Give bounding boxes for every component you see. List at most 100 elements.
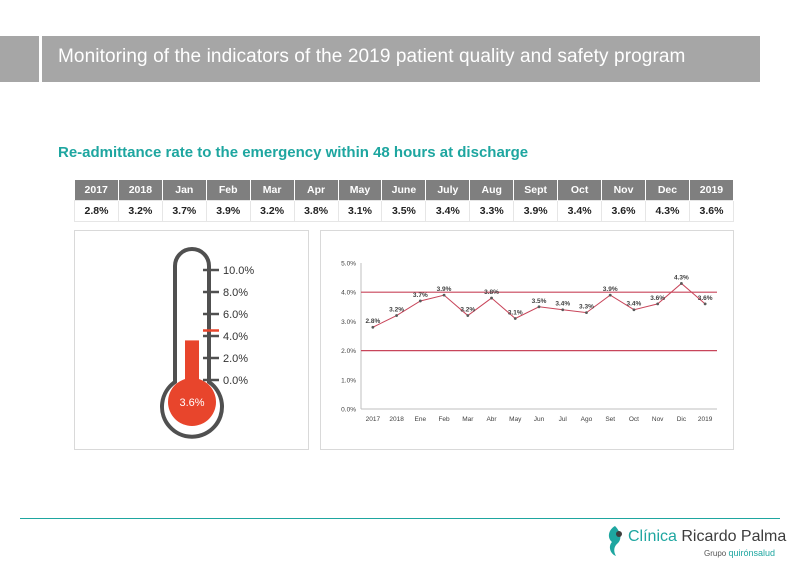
thermometer-tick-label: 6.0% [223,309,248,321]
table-cell: 3.3% [469,199,515,222]
thermometer-tick-label: 0.0% [223,375,248,387]
data-label: 3.7% [413,292,428,299]
data-point [490,296,493,300]
clinic-logo: Clínica Ricardo Palma Grupo quirónsalud [604,520,786,564]
data-point [418,299,422,303]
section-subtitle: Re-admittance rate to the emergency with… [58,144,529,161]
table-header-cell: Feb [206,180,251,200]
data-point [632,308,636,312]
y-tick-label: 1.0% [341,377,356,384]
thermometer-tick-label: 2.0% [223,353,248,365]
x-tick-label: Abr [486,416,497,423]
table-header-cell: Apr [294,180,339,200]
x-tick-label: Ene [415,416,427,423]
table-row: 2.8% 3.2% 3.7% 3.9% 3.2% 3.8% 3.1% 3.5% 3.4% 3.3%… [74,199,735,222]
y-tick-label: 4.0% [341,290,356,297]
footer-divider [20,518,780,519]
table-header-cell: 2018 [118,180,163,200]
x-tick-label: Set [605,416,615,423]
table-cell: 3.4% [557,199,603,222]
table-header-cell: 2017 [74,180,119,200]
y-tick-label: 0.0% [341,407,356,414]
x-tick-label: May [509,416,522,423]
table-cell: 3.7% [161,199,207,222]
data-point [608,293,612,297]
data-point [680,282,683,285]
table-header-cell: 2019 [689,180,735,200]
clinic-logo-icon [608,526,622,556]
thermometer-gauge: 3.6% 10.0% 8.0% 6.0% 4.0% 2.0% 0.0% [160,247,254,439]
group-brand: quirónsalud [728,548,776,558]
data-point [703,302,707,306]
title-accent-block [0,36,42,82]
table-header-cell: Jan [162,180,207,200]
table-cell: 3.6% [688,199,735,222]
table-cell: 3.5% [381,199,427,222]
data-label: 3.5% [532,298,547,305]
thermometer-bulb [168,378,216,426]
table-header-cell: June [381,180,427,200]
y-tick-label: 5.0% [341,261,356,268]
y-tick-label: 3.0% [341,319,356,326]
table-header-row: 2017 2018 Jan Feb Mar Apr May June July Aug Sept Oc… [74,180,735,200]
page-title: Monitoring of the indicators of the 2019… [58,46,686,67]
line-chart-panel: 0.0% 1.0% 2.0% 3.0% 4.0% 5.0% 2017 2018 Ene Feb Ma… [320,230,734,450]
data-label: 3.9% [437,286,452,293]
data-point [395,314,398,317]
rates-table: 2017 2018 Jan Feb Mar Apr May June July Aug Sept Oc… [74,180,735,222]
logo-text-name: Ricardo Palma [676,528,787,545]
data-point [371,325,375,329]
data-label: 3.4% [627,301,642,308]
title-bar: Monitoring of the indicators of the 2019… [0,36,760,82]
logo-text-clinica: Clínica [628,528,677,545]
table-cell: 3.4% [425,199,471,222]
table-cell: 2.8% [74,199,119,222]
data-point [442,293,446,297]
group-label-prefix: Grupo [704,549,727,558]
group-label: Grupo quirónsalud [704,548,775,558]
table-header-cell: Nov [601,180,646,200]
table-header-cell: Oct [557,180,603,200]
table-header-cell: July [425,180,471,200]
x-tick-label: Oct [629,416,639,423]
series-line [372,282,706,328]
table-cell: 3.9% [513,199,559,222]
x-tick-label: 2017 [366,416,381,423]
clinic-logo-text: Clínica Ricardo Palma [628,528,786,546]
line-chart: 0.0% 1.0% 2.0% 3.0% 4.0% 5.0% 2017 2018 Ene Feb Ma… [341,261,717,423]
table-header-cell: Sept [513,180,559,200]
y-tick-label: 2.0% [341,348,356,355]
table-cell: 3.9% [205,199,251,222]
x-tick-label: Mar [462,416,474,423]
table-cell: 3.2% [249,199,295,222]
x-tick-label: 2018 [389,416,404,423]
table-header-cell: Aug [469,180,515,200]
data-label: 3.9% [603,286,618,293]
data-label: 3.1% [508,309,523,316]
data-label: 3.4% [555,301,570,308]
data-point [513,317,517,320]
x-tick-label: Jun [534,416,545,423]
table-header-cell: Mar [250,180,295,200]
table-header-cell: May [338,180,383,200]
data-point [585,311,588,315]
data-label: 3.6% [650,295,665,302]
table-cell: 3.8% [293,199,339,222]
data-point [561,308,565,312]
data-point [537,305,541,309]
data-label: 2.8% [365,318,380,325]
data-label: 3.3% [579,304,594,311]
data-label: 3.8% [484,289,499,296]
table-cell: 3.1% [337,199,383,222]
thermometer-tick-label: 10.0% [223,265,254,277]
table-header-cell: Dec [645,180,690,200]
data-label: 3.6% [698,295,713,302]
table-cell: 4.3% [644,199,690,222]
x-tick-label: Nov [652,416,664,423]
data-label: 4.3% [674,274,689,281]
x-tick-label: Feb [438,416,450,423]
thermometer-panel: 3.6% 10.0% 8.0% 6.0% 4.0% 2.0% 0.0% [74,230,309,450]
x-tick-label: Jul [559,416,568,423]
thermometer-tick-label: 4.0% [223,331,248,343]
data-label: 3.2% [389,307,404,314]
